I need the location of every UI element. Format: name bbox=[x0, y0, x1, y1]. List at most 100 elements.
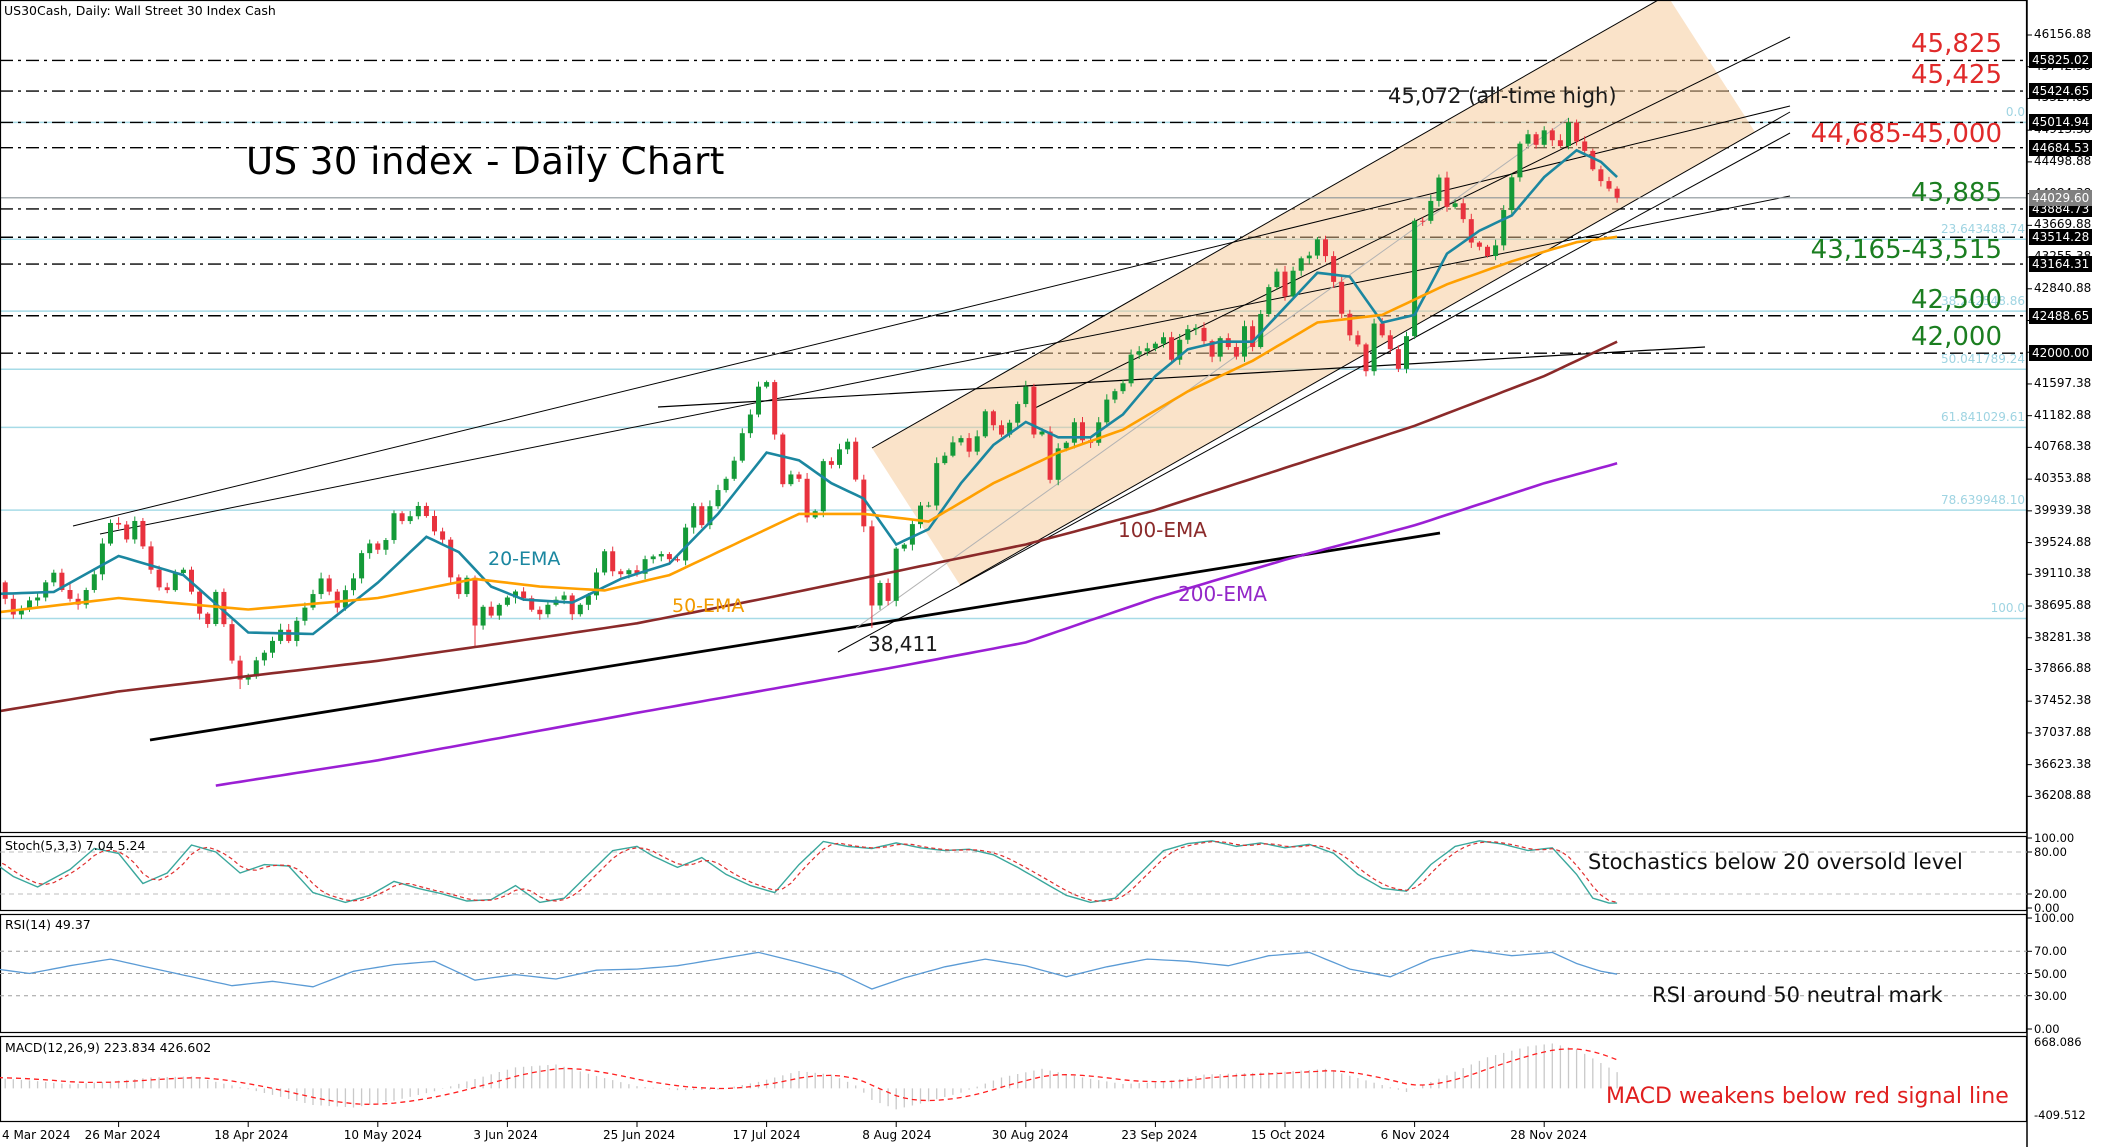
candle-body bbox=[1566, 122, 1571, 147]
candle-body bbox=[1282, 271, 1288, 297]
candle-body bbox=[1031, 386, 1037, 435]
candle-body bbox=[1509, 177, 1515, 211]
candle-body bbox=[1379, 323, 1385, 336]
candle-body bbox=[1444, 177, 1450, 207]
candle-body bbox=[577, 604, 583, 615]
ema50-line[interactable] bbox=[0, 235, 1618, 614]
candle-body bbox=[148, 546, 154, 570]
candle-body bbox=[504, 597, 510, 605]
candle-body bbox=[423, 505, 429, 517]
candle-body bbox=[626, 570, 632, 575]
candle-body bbox=[788, 474, 794, 485]
candle-body bbox=[1169, 337, 1175, 360]
candle-body bbox=[1161, 337, 1166, 344]
candle-body bbox=[99, 543, 105, 575]
candle-body bbox=[1331, 256, 1337, 282]
candle-body bbox=[529, 598, 535, 610]
candle-body bbox=[982, 411, 988, 437]
candle-body bbox=[618, 571, 624, 575]
candle-body bbox=[1314, 239, 1320, 256]
candle-body bbox=[1363, 344, 1369, 372]
candle-body bbox=[1274, 271, 1280, 288]
candle-body bbox=[966, 438, 972, 452]
panel-frame bbox=[0, 1035, 2028, 1123]
ema20-line[interactable] bbox=[0, 148, 1618, 636]
candle-body bbox=[893, 548, 899, 601]
ema100-line[interactable] bbox=[0, 340, 1618, 713]
candle-body bbox=[942, 455, 948, 464]
candle-body bbox=[1055, 448, 1061, 480]
candle-body bbox=[1525, 134, 1531, 144]
trendline[interactable] bbox=[657, 346, 1706, 408]
candle-body bbox=[1177, 339, 1183, 360]
candle-body bbox=[51, 572, 57, 583]
candle-body bbox=[1412, 220, 1418, 337]
trendline[interactable] bbox=[855, 117, 1570, 629]
trendline[interactable] bbox=[72, 105, 1791, 527]
candle-body bbox=[699, 506, 705, 526]
trendline[interactable] bbox=[99, 195, 1791, 535]
candle-body bbox=[1404, 336, 1409, 369]
candle-body bbox=[261, 652, 267, 661]
candle-body bbox=[1071, 422, 1077, 443]
candle-body bbox=[1015, 404, 1021, 423]
candle-body bbox=[229, 624, 235, 661]
candle-body bbox=[926, 505, 932, 507]
candle-body bbox=[1557, 140, 1563, 147]
candle-body bbox=[197, 591, 203, 614]
candle-body bbox=[691, 506, 697, 528]
candle-body bbox=[375, 543, 381, 550]
candle-body bbox=[172, 573, 178, 591]
candle-body bbox=[1290, 270, 1296, 297]
candle-body bbox=[958, 438, 964, 443]
candle-body bbox=[585, 595, 591, 605]
candle-body bbox=[1007, 422, 1013, 435]
candle-body bbox=[237, 660, 243, 680]
trendline[interactable] bbox=[837, 132, 1791, 653]
candle-body bbox=[383, 540, 389, 550]
candle-body bbox=[27, 600, 32, 609]
candle-body bbox=[1104, 399, 1110, 423]
candle-body bbox=[723, 478, 729, 491]
candle-body bbox=[1298, 258, 1304, 271]
candle-body bbox=[820, 461, 826, 512]
candle-body bbox=[747, 414, 753, 434]
candle-body bbox=[1493, 245, 1499, 257]
candle-body bbox=[1120, 383, 1126, 392]
candle-body bbox=[91, 574, 97, 591]
candle-body bbox=[124, 524, 130, 540]
candle-body bbox=[294, 620, 300, 641]
candle-body bbox=[359, 553, 365, 579]
candle-body bbox=[334, 591, 340, 608]
candle-body bbox=[666, 554, 672, 560]
candle-body bbox=[901, 544, 907, 549]
candle-body bbox=[1436, 177, 1442, 201]
candle-body bbox=[415, 505, 421, 517]
candle-body bbox=[140, 520, 146, 547]
candle-body bbox=[1258, 313, 1264, 348]
ema200-line[interactable] bbox=[215, 462, 1618, 787]
candle-body bbox=[918, 505, 923, 525]
candle-body bbox=[594, 572, 599, 596]
candle-body bbox=[67, 590, 73, 599]
candle-body bbox=[756, 386, 761, 415]
candle-body bbox=[391, 513, 397, 541]
stoch-k-line bbox=[0, 840, 1618, 904]
candle-body bbox=[108, 522, 113, 544]
candle-body bbox=[764, 382, 770, 387]
candle-body bbox=[1339, 281, 1345, 314]
trendline[interactable] bbox=[149, 531, 1441, 742]
candle-body bbox=[270, 640, 275, 653]
trendline[interactable] bbox=[871, 0, 1667, 449]
candle-body bbox=[1420, 220, 1426, 222]
candle-body bbox=[521, 591, 527, 599]
candle-body bbox=[1266, 287, 1272, 314]
candle-body bbox=[780, 434, 786, 485]
candle-body bbox=[1501, 210, 1507, 246]
candle-body bbox=[675, 559, 680, 561]
candle-body bbox=[1387, 335, 1393, 350]
trend-channel[interactable] bbox=[872, 0, 1755, 585]
candle-body bbox=[683, 527, 689, 561]
candle-body bbox=[1371, 323, 1377, 372]
